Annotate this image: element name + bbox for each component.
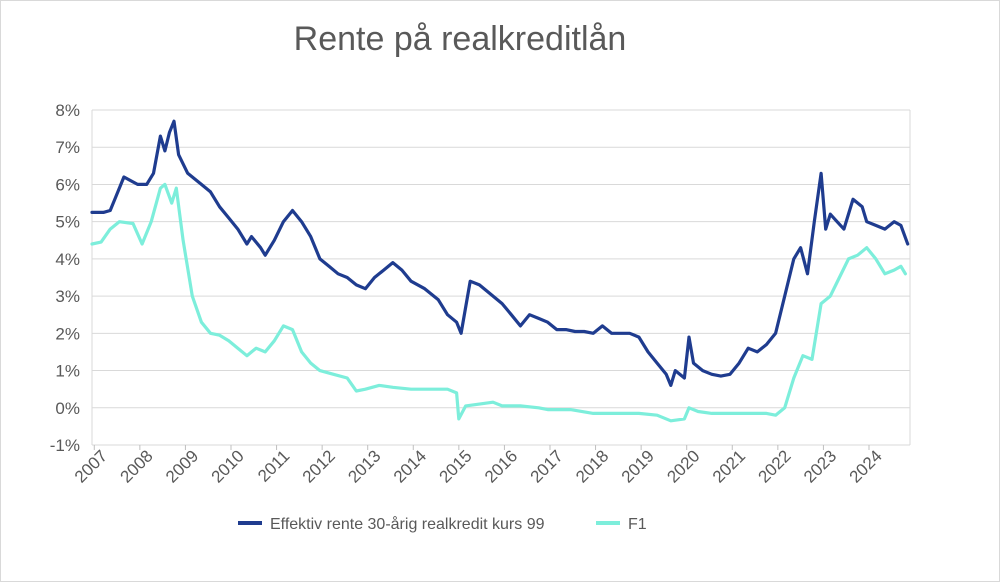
x-tick-label: 2019 bbox=[618, 446, 658, 486]
y-axis: -1% 0% 1% 2% 3% 4% 5% 6% 7% 8% bbox=[50, 101, 80, 455]
y-tick-label: 1% bbox=[55, 362, 80, 381]
x-tick-label: 2013 bbox=[344, 446, 384, 486]
x-tick-label: 2017 bbox=[527, 446, 567, 486]
legend-label-1: F1 bbox=[628, 516, 647, 533]
x-tick-label: 2021 bbox=[709, 446, 749, 486]
series-line-0 bbox=[90, 119, 910, 387]
y-tick-label: 4% bbox=[55, 250, 80, 269]
x-tick-label: 2016 bbox=[481, 446, 521, 486]
x-tick-label: 2022 bbox=[754, 446, 794, 486]
x-tick-label: 2010 bbox=[208, 446, 248, 486]
chart-title: Rente på realkreditlån bbox=[293, 20, 627, 58]
x-tick-label: 2024 bbox=[846, 446, 886, 486]
x-tick-label: 2009 bbox=[162, 446, 202, 486]
y-tick-label: 7% bbox=[55, 138, 80, 157]
x-tick-label: 2011 bbox=[254, 446, 293, 485]
y-tick-label: 6% bbox=[55, 175, 80, 194]
x-tick-label: 2008 bbox=[116, 446, 156, 486]
y-tick-label: 5% bbox=[55, 213, 80, 232]
x-tick-label: 2014 bbox=[390, 446, 430, 486]
x-axis: 2007 2008 2009 2010 2011 2012 2013 2014 2015 2016… bbox=[71, 445, 886, 487]
x-tick-label: 2012 bbox=[299, 446, 339, 486]
y-tick-label: 8% bbox=[55, 101, 80, 120]
legend: Effektiv rente 30-årig realkredit kurs 9… bbox=[238, 515, 647, 533]
x-tick-label: 2015 bbox=[435, 446, 475, 486]
y-tick-label: 0% bbox=[55, 399, 80, 418]
x-tick-label: 2020 bbox=[663, 446, 703, 486]
y-tick-label: 2% bbox=[55, 324, 80, 343]
x-tick-label: 2018 bbox=[572, 446, 612, 486]
series-lines bbox=[90, 119, 910, 423]
y-tick-label: -1% bbox=[50, 436, 80, 455]
series-line-1 bbox=[90, 182, 907, 423]
y-tick-label: 3% bbox=[55, 287, 80, 306]
x-tick-label: 2023 bbox=[800, 446, 840, 486]
legend-label-0: Effektiv rente 30-årig realkredit kurs 9… bbox=[270, 515, 545, 533]
